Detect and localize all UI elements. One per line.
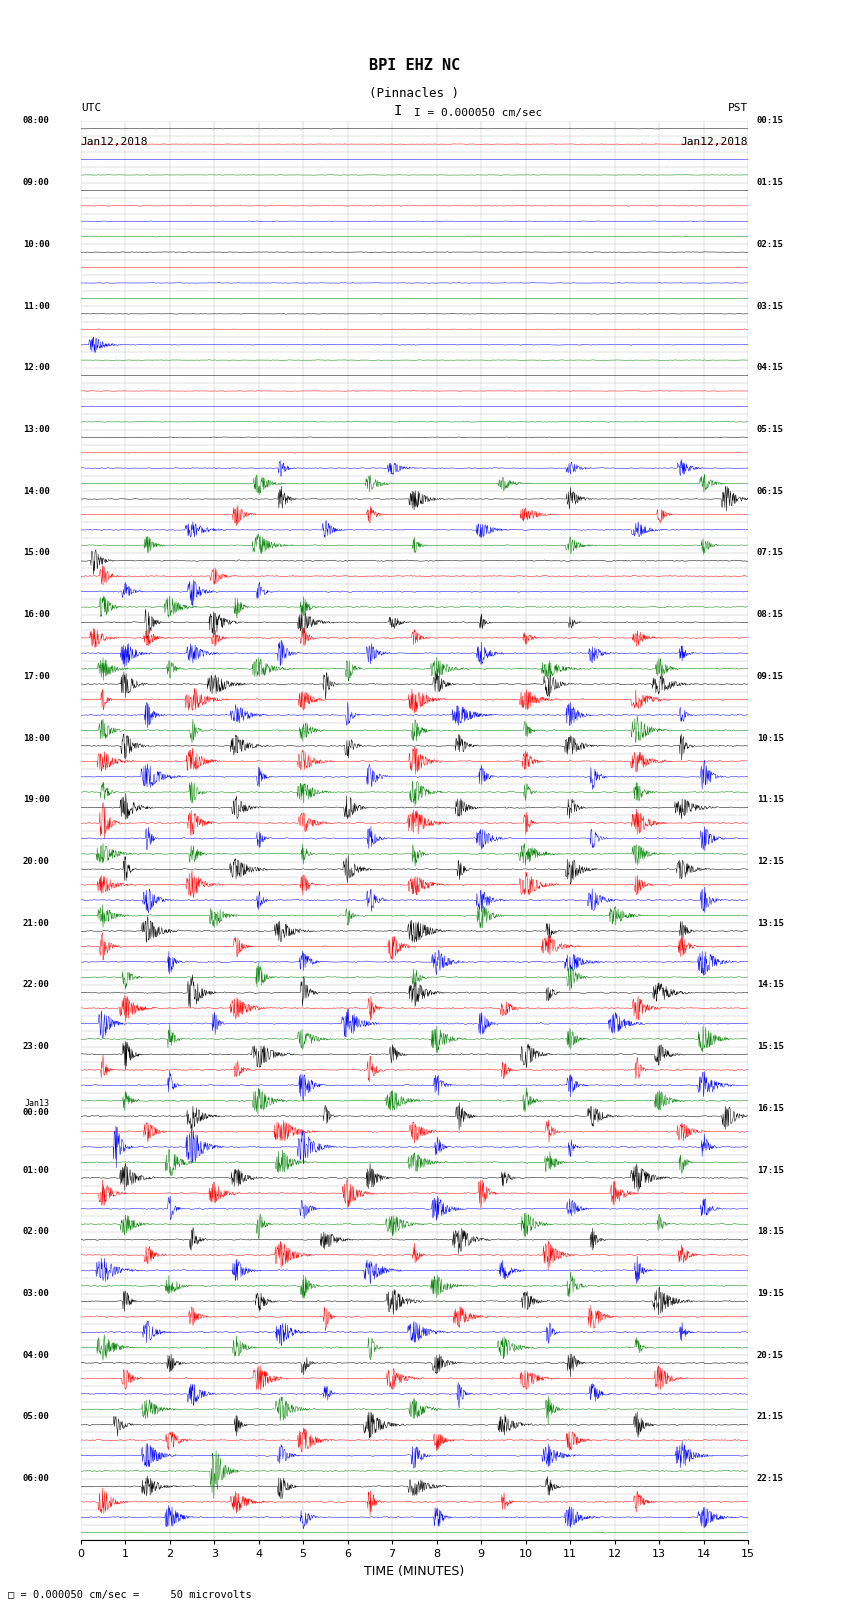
Text: 19:00: 19:00: [23, 795, 49, 805]
Text: 14:15: 14:15: [756, 981, 784, 989]
Text: 04:00: 04:00: [23, 1350, 49, 1360]
Text: 03:15: 03:15: [756, 302, 784, 311]
Text: 09:00: 09:00: [23, 177, 49, 187]
Text: Jan13: Jan13: [25, 1100, 49, 1108]
Text: 18:15: 18:15: [756, 1227, 784, 1236]
Text: 00:15: 00:15: [756, 116, 784, 126]
Text: 13:15: 13:15: [756, 919, 784, 927]
Text: 16:15: 16:15: [756, 1103, 784, 1113]
Text: 14:00: 14:00: [23, 487, 49, 495]
Text: Jan12,2018: Jan12,2018: [681, 137, 748, 147]
Text: 19:15: 19:15: [756, 1289, 784, 1298]
Text: 06:00: 06:00: [23, 1474, 49, 1484]
Text: □ = 0.000050 cm/sec =     50 microvolts: □ = 0.000050 cm/sec = 50 microvolts: [8, 1590, 252, 1600]
Text: 17:00: 17:00: [23, 673, 49, 681]
Text: 17:15: 17:15: [756, 1166, 784, 1174]
Text: 05:00: 05:00: [23, 1413, 49, 1421]
Text: 13:00: 13:00: [23, 426, 49, 434]
Text: 01:00: 01:00: [23, 1166, 49, 1174]
Text: 08:15: 08:15: [756, 610, 784, 619]
Text: UTC: UTC: [81, 103, 101, 113]
Text: 21:15: 21:15: [756, 1413, 784, 1421]
Text: 00:00: 00:00: [23, 1108, 49, 1118]
Text: 09:15: 09:15: [756, 673, 784, 681]
Text: 07:15: 07:15: [756, 548, 784, 558]
Text: 21:00: 21:00: [23, 919, 49, 927]
Text: 01:15: 01:15: [756, 177, 784, 187]
Text: (Pinnacles ): (Pinnacles ): [370, 87, 459, 100]
Text: 20:00: 20:00: [23, 857, 49, 866]
X-axis label: TIME (MINUTES): TIME (MINUTES): [365, 1565, 464, 1578]
Text: 15:00: 15:00: [23, 548, 49, 558]
Text: 10:00: 10:00: [23, 240, 49, 248]
Text: 03:00: 03:00: [23, 1289, 49, 1298]
Text: 04:15: 04:15: [756, 363, 784, 373]
Text: 22:15: 22:15: [756, 1474, 784, 1484]
Text: 18:00: 18:00: [23, 734, 49, 742]
Text: 05:15: 05:15: [756, 426, 784, 434]
Text: 12:15: 12:15: [756, 857, 784, 866]
Text: 15:15: 15:15: [756, 1042, 784, 1052]
Text: 10:15: 10:15: [756, 734, 784, 742]
Text: 11:15: 11:15: [756, 795, 784, 805]
Text: 20:15: 20:15: [756, 1350, 784, 1360]
Text: 16:00: 16:00: [23, 610, 49, 619]
Text: 22:00: 22:00: [23, 981, 49, 989]
Text: 02:15: 02:15: [756, 240, 784, 248]
Text: BPI EHZ NC: BPI EHZ NC: [369, 58, 460, 73]
Text: 12:00: 12:00: [23, 363, 49, 373]
Text: 11:00: 11:00: [23, 302, 49, 311]
Text: I = 0.000050 cm/sec: I = 0.000050 cm/sec: [414, 108, 542, 118]
Text: 23:00: 23:00: [23, 1042, 49, 1052]
Text: 06:15: 06:15: [756, 487, 784, 495]
Text: 02:00: 02:00: [23, 1227, 49, 1236]
Text: I: I: [394, 103, 401, 118]
Text: 08:00: 08:00: [23, 116, 49, 126]
Text: PST: PST: [728, 103, 748, 113]
Text: Jan12,2018: Jan12,2018: [81, 137, 148, 147]
